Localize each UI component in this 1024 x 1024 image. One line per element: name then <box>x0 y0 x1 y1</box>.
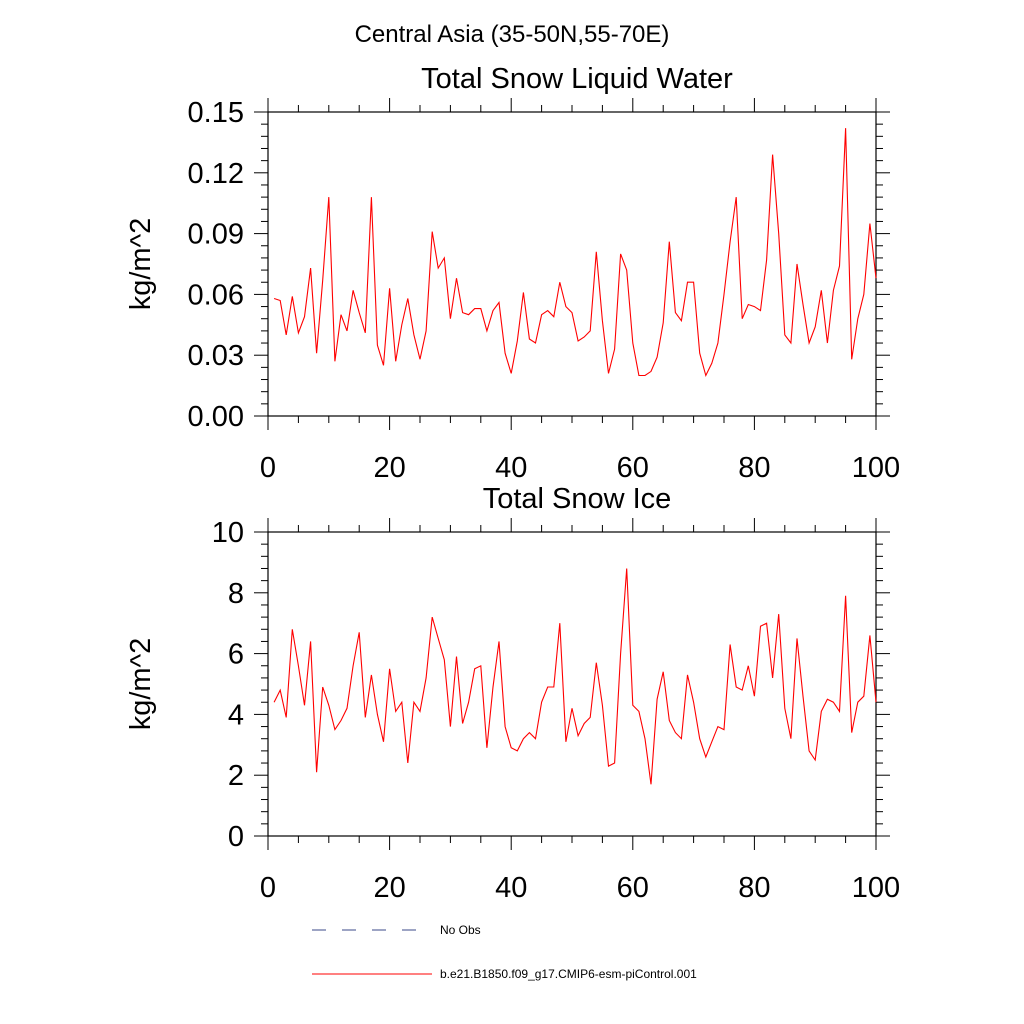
y-tick-label-snow-liquid-water: 0.06 <box>188 279 244 311</box>
x-tick-label-snow-ice: 20 <box>373 872 405 904</box>
x-tick-label-snow-liquid-water: 0 <box>260 452 276 484</box>
plot-frame-snow-liquid-water <box>267 111 877 417</box>
y-tick-label-snow-liquid-water: 0.09 <box>188 219 244 251</box>
chart-title-snow-ice: Total Snow Ice <box>483 483 672 515</box>
y-tick-label-snow-ice: 10 <box>212 517 244 549</box>
plot-frame-snow-ice <box>267 531 877 837</box>
figure-title: Central Asia (35-50N,55-70E) <box>355 21 670 48</box>
legend: No Obs b.e21.B1850.f09_g17.CMIP6-esm-piC… <box>312 923 697 981</box>
y-tick-label-snow-liquid-water: 0.00 <box>188 401 244 433</box>
y-tick-label-snow-ice: 4 <box>228 699 244 731</box>
x-tick-label-snow-liquid-water: 40 <box>495 452 527 484</box>
y-tick-label-snow-ice: 8 <box>228 578 244 610</box>
y-tick-label-snow-ice: 2 <box>228 760 244 792</box>
y-tick-label-snow-liquid-water: 0.12 <box>188 158 244 190</box>
series-line-snow-liquid-water-0 <box>273 128 877 378</box>
x-tick-label-snow-ice: 100 <box>852 872 900 904</box>
x-tick-label-snow-liquid-water: 20 <box>373 452 405 484</box>
y-axis-label-snow-liquid-water: kg/m^2 <box>125 218 157 311</box>
panel-snow-liquid-water: Total Snow Liquid Water kg/m^2 0.00 0.03 0.0… <box>125 63 900 484</box>
x-tick-label-snow-ice: 60 <box>617 872 649 904</box>
y-tick-label-snow-ice: 6 <box>228 639 244 671</box>
y-tick-label-snow-liquid-water: 0.15 <box>188 97 244 129</box>
series-line-snow-ice-0 <box>273 568 877 785</box>
chart-title-snow-liquid-water: Total Snow Liquid Water <box>421 63 733 95</box>
x-tick-label-snow-liquid-water: 100 <box>852 452 900 484</box>
x-tick-label-snow-liquid-water: 80 <box>738 452 770 484</box>
x-tick-label-snow-ice: 40 <box>495 872 527 904</box>
y-tick-label-snow-ice: 0 <box>228 821 244 853</box>
y-tick-label-snow-liquid-water: 0.03 <box>188 340 244 372</box>
legend-obs-label: No Obs <box>440 923 481 937</box>
x-tick-label-snow-liquid-water: 60 <box>617 452 649 484</box>
legend-model-label: b.e21.B1850.f09_g17.CMIP6-esm-piControl.… <box>440 967 697 981</box>
y-axis-label-snow-ice: kg/m^2 <box>125 638 157 731</box>
x-tick-label-snow-ice: 0 <box>260 872 276 904</box>
x-tick-label-snow-ice: 80 <box>738 872 770 904</box>
